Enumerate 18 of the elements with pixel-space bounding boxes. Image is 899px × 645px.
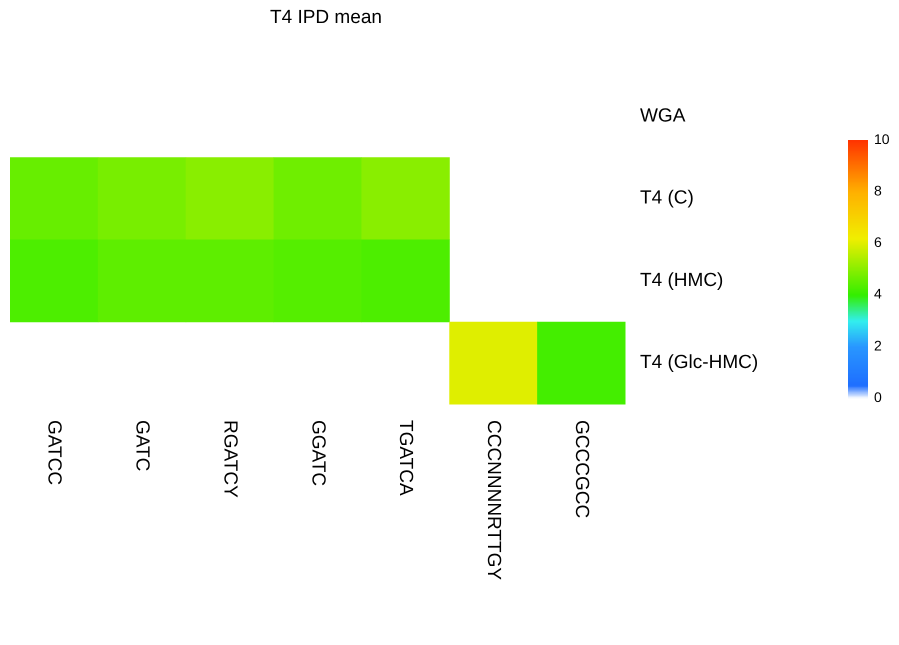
y-tick-label: T4 (Glc-HMC) (640, 352, 758, 374)
y-tick-label: WGA (640, 105, 686, 126)
x-tick-label: GATCC (44, 420, 65, 486)
x-tick-label: GATC (132, 420, 153, 472)
y-tick-label: T4 (C) (640, 188, 694, 209)
x-tick-label: TGATCA (395, 420, 416, 496)
color-bar-label: 4 (874, 286, 882, 302)
x-tick-label: GGATC (307, 420, 328, 486)
x-tick-label: CCCNNNNRTTGY (482, 420, 504, 580)
chart-title: T4 IPD mean (270, 7, 382, 28)
color-bar-label: 8 (874, 182, 882, 198)
x-tick-label: GCCCGCC (570, 420, 592, 518)
color-bar-label: 10 (874, 130, 890, 147)
color-bar-label: 2 (874, 337, 882, 354)
color-bar-label: 0 (874, 388, 882, 405)
x-tick-label: RGATCY (219, 420, 240, 498)
y-tick-label: T4 (HMC) (640, 270, 724, 291)
color-bar-label: 6 (874, 234, 882, 250)
